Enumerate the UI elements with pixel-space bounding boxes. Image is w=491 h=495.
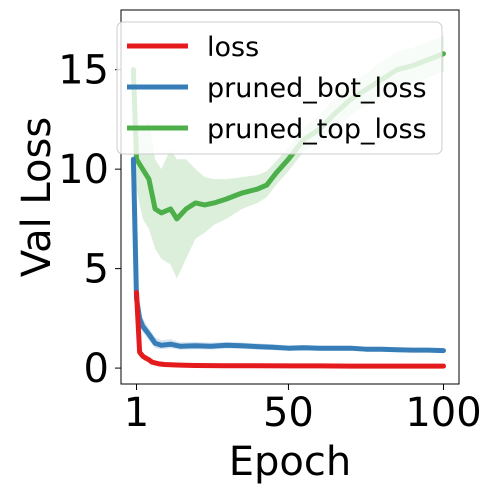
legend-label-pruned_bot_loss: pruned_bot_loss	[207, 73, 427, 104]
x-tick-label: 50	[263, 390, 314, 436]
legend-box	[116, 21, 443, 155]
y-tick-label: 0	[84, 346, 109, 392]
series-line-loss	[134, 289, 446, 369]
y-axis-label: Val Loss	[14, 117, 60, 277]
legend-label-pruned_top_loss: pruned_top_loss	[207, 114, 427, 145]
legend: loss pruned_bot_loss pruned_top_loss	[116, 21, 443, 155]
series-line-pruned_bot_loss	[130, 156, 446, 354]
x-axis-label: Epoch	[229, 439, 351, 485]
y-tick-label: 15	[58, 48, 109, 94]
y-tick-label: 10	[58, 147, 109, 193]
y-tick-label: 5	[84, 247, 109, 293]
x-tick-label: 100	[405, 390, 481, 436]
x-tick-label: 1	[124, 390, 149, 436]
band-loss	[136, 288, 444, 367]
legend-label-loss: loss	[207, 32, 259, 63]
plot-frame	[120, 9, 460, 385]
